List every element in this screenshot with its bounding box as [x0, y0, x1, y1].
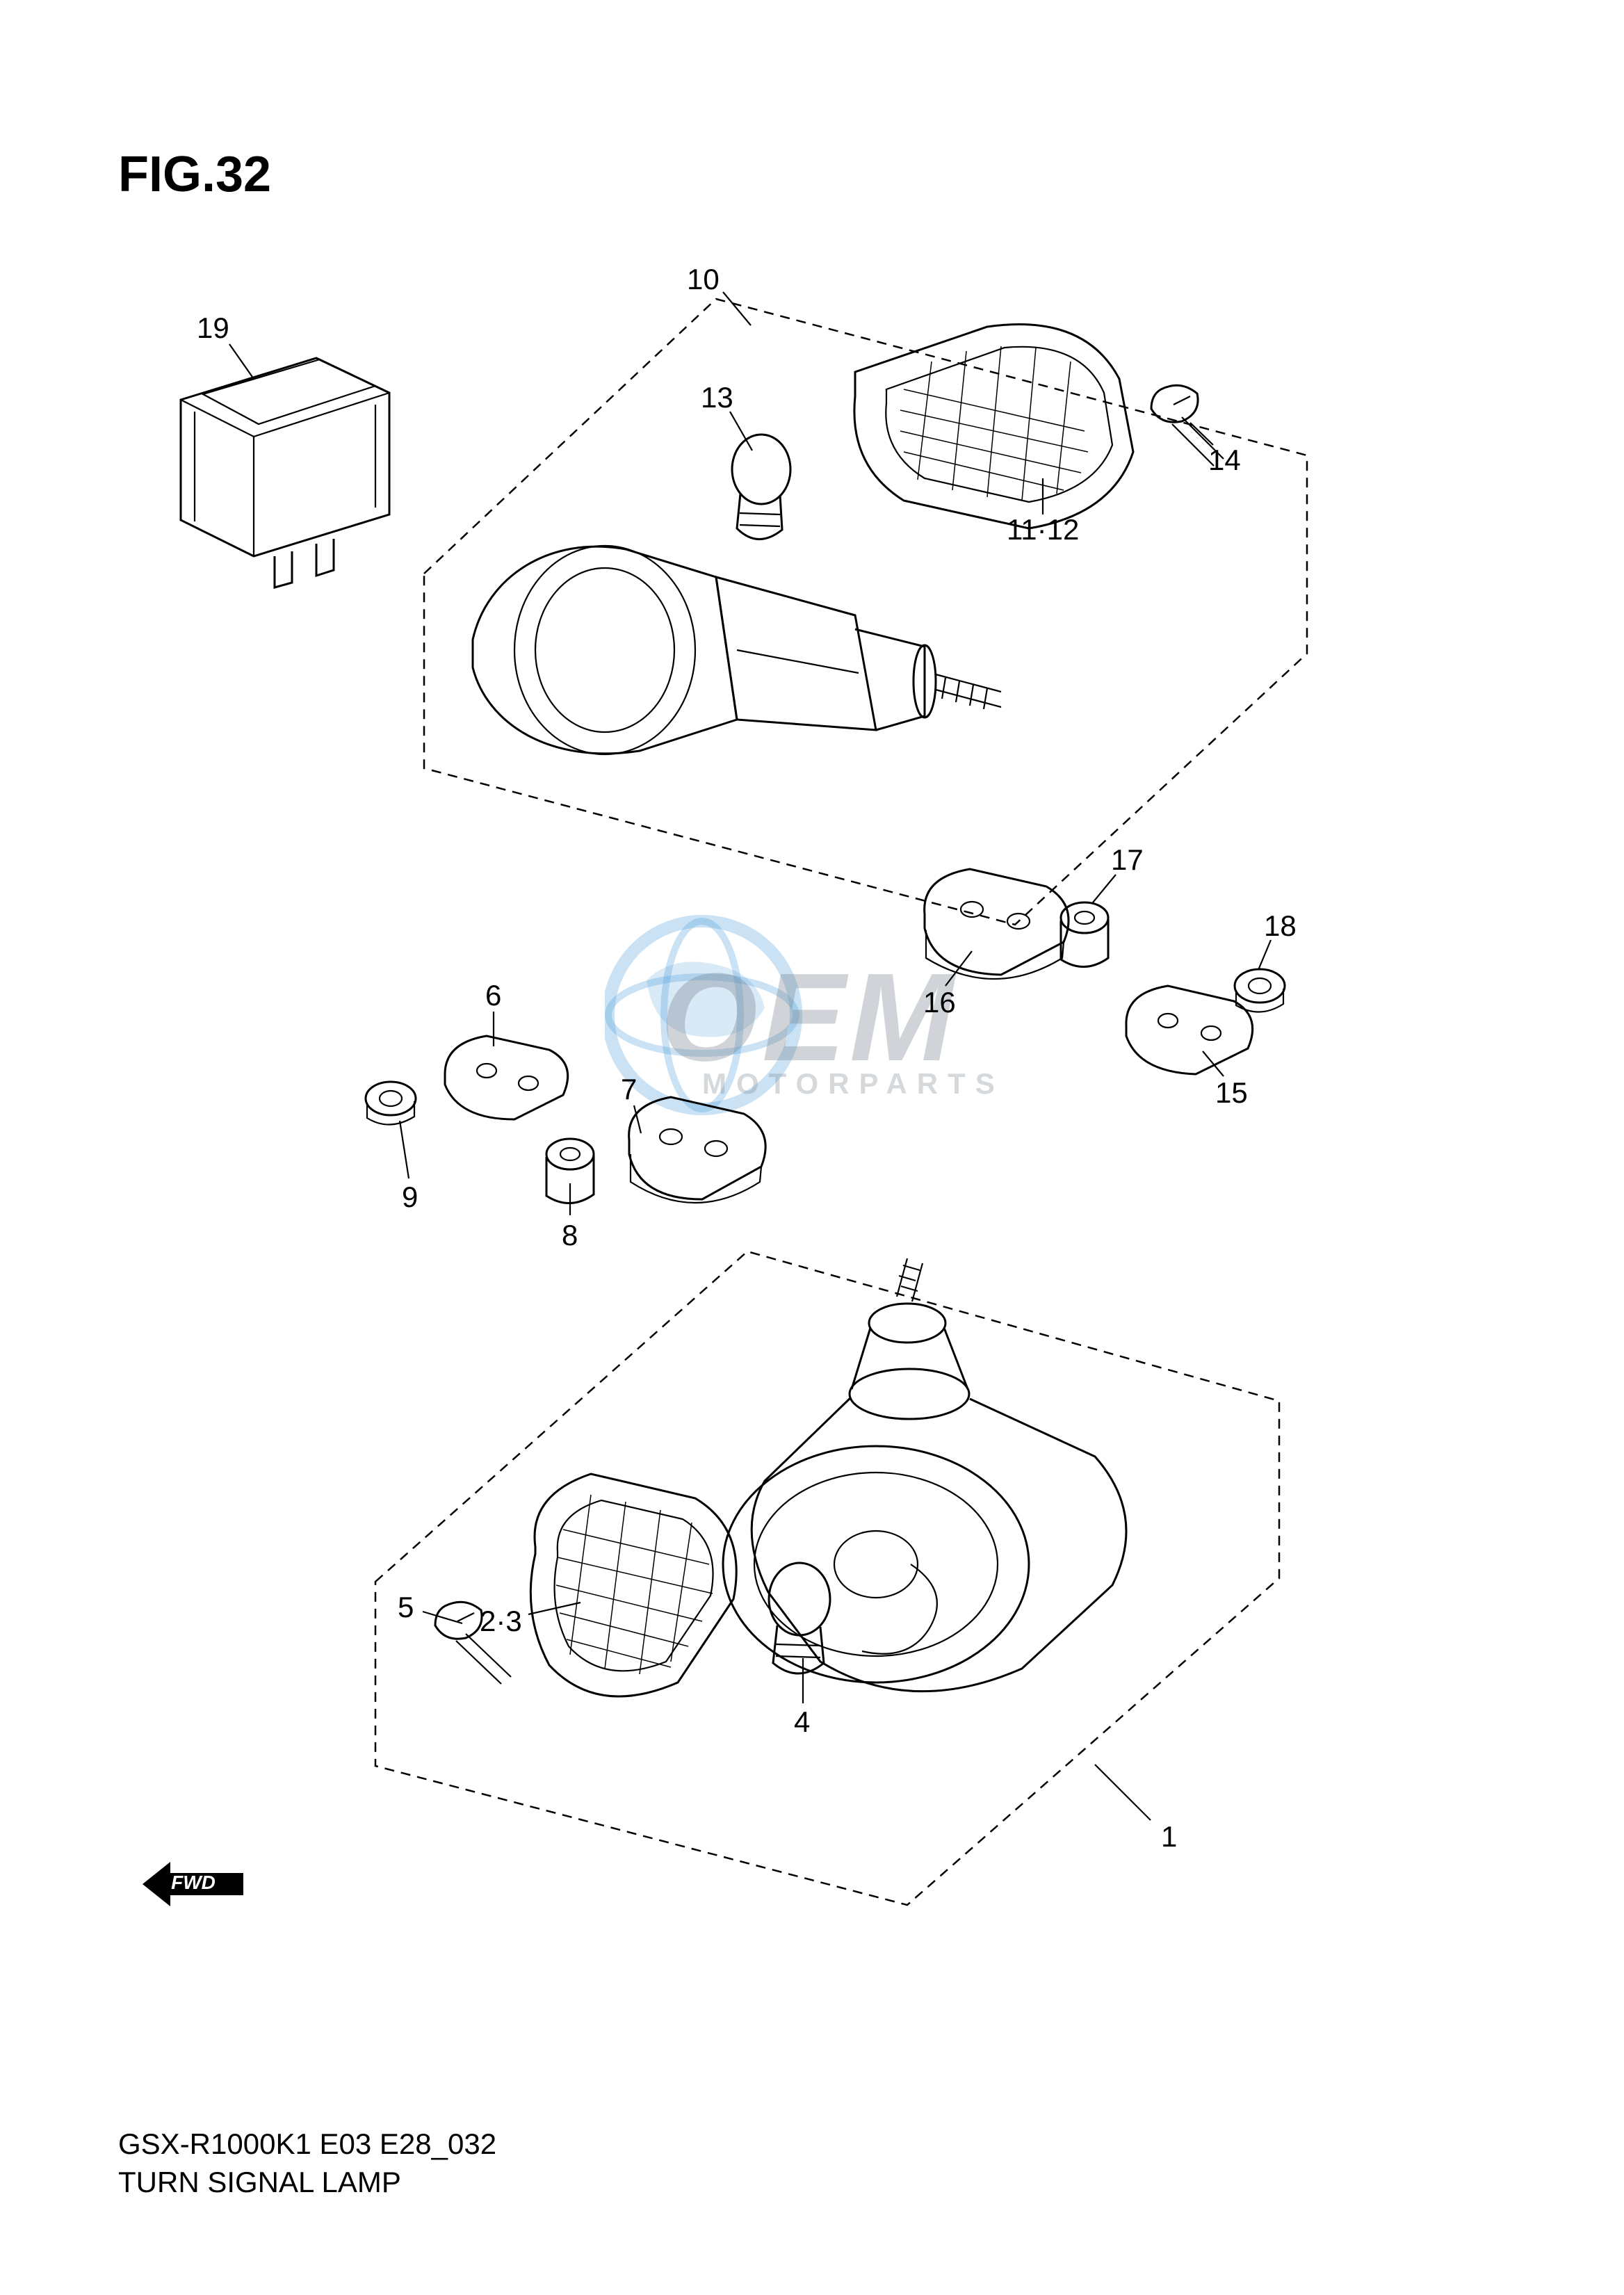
callout-6: 6 — [485, 979, 501, 1012]
callout-5: 5 — [398, 1591, 414, 1624]
callout-9: 9 — [402, 1181, 418, 1214]
fwd-text: FWD — [171, 1872, 216, 1893]
fwd-badge: FWD — [139, 1856, 243, 1905]
callout-7: 7 — [621, 1073, 637, 1106]
fwd-arrow-icon: FWD — [139, 1856, 250, 1912]
callout-11-12: 11·12 — [1007, 513, 1079, 546]
footer-model-line: GSX-R1000K1 E03 E28_032 — [118, 2127, 496, 2161]
callout-19: 19 — [197, 311, 229, 345]
callout-18: 18 — [1264, 909, 1297, 943]
callout-1: 1 — [1161, 1820, 1177, 1854]
callout-17: 17 — [1111, 843, 1144, 877]
callout-16: 16 — [923, 986, 956, 1019]
diagram-svg — [0, 0, 1624, 2295]
callout-10: 10 — [687, 263, 720, 296]
callout-2-3: 2·3 — [480, 1605, 522, 1638]
callout-14: 14 — [1208, 444, 1241, 477]
callout-8: 8 — [562, 1219, 578, 1252]
callout-4: 4 — [794, 1705, 810, 1739]
callout-13: 13 — [701, 381, 733, 414]
footer-part-name: TURN SIGNAL LAMP — [118, 2166, 401, 2199]
callout-15: 15 — [1215, 1076, 1248, 1110]
diagram-page: FIG.32 OEM MOTORPARTS — [0, 0, 1624, 2295]
